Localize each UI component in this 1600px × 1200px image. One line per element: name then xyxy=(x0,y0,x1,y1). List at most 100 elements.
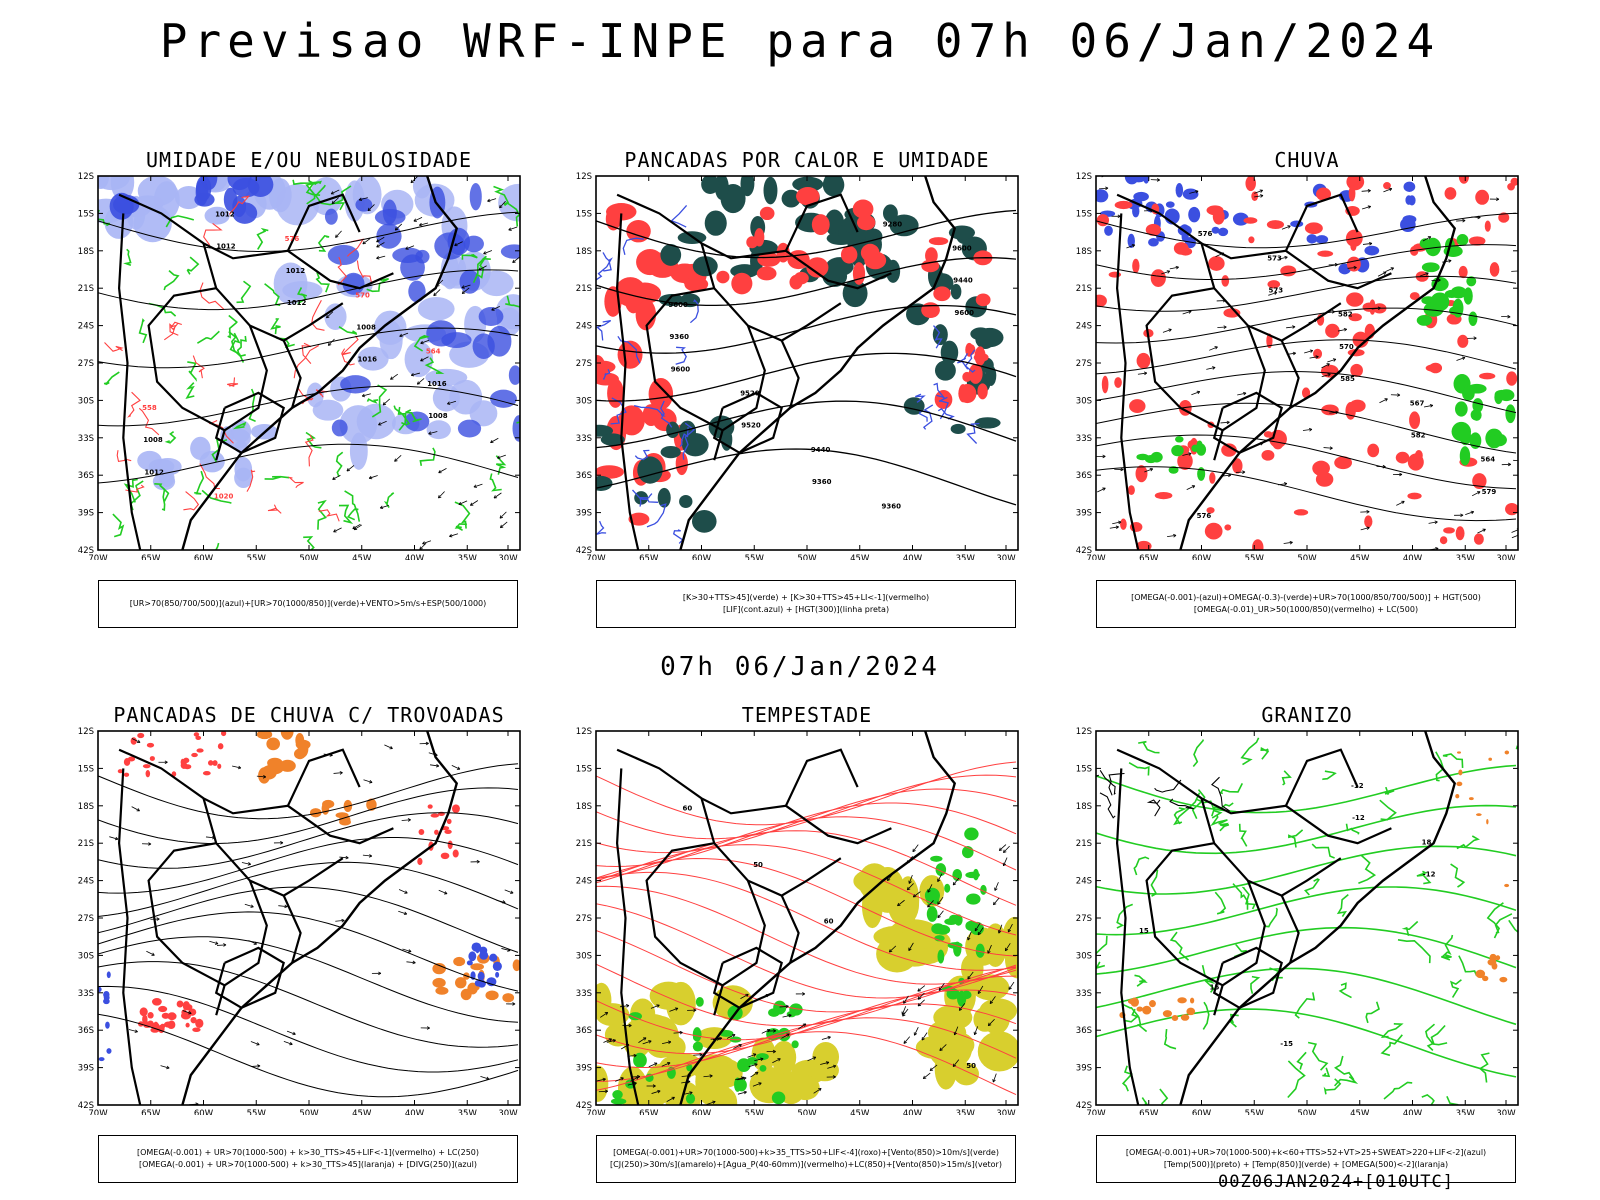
contour-label: 558 xyxy=(142,404,157,412)
contour-label: 9600 xyxy=(671,365,691,373)
lat-tick-label: 27S xyxy=(576,359,592,369)
lon-tick-label: 35W xyxy=(458,1109,478,1115)
contour-label: 570 xyxy=(355,291,370,299)
panel-legend: [OMEGA(-0.001) + UR>70(1000-500) + k>30_… xyxy=(98,1135,518,1183)
lat-tick-label: 39S xyxy=(78,1064,94,1074)
panel-title: PANCADAS POR CALOR E UMIDADE xyxy=(624,148,990,172)
contour-label: 18 xyxy=(1422,839,1432,847)
contour-label: 1020 xyxy=(214,493,234,501)
forecast-map: 50 60 50 60 12S 15S 18S 21S 24S 27S 30S 33S 36S 39S 42… xyxy=(576,727,1019,1115)
contour-label: 1012 xyxy=(216,243,236,251)
lon-tick-label: 60W xyxy=(692,554,712,560)
contour-label: 9520 xyxy=(740,390,760,398)
lat-tick-label: 30S xyxy=(576,951,592,961)
lon-tick-label: 40W xyxy=(903,554,923,560)
panel-title: UMIDADE E/OU NEBULOSIDADE xyxy=(145,148,473,172)
lat-tick-label: 18S xyxy=(1076,247,1092,257)
lon-tick-label: 60W xyxy=(1192,554,1212,560)
lon-tick-label: 50W xyxy=(1297,1109,1317,1115)
lat-tick-label: 42S xyxy=(576,1101,592,1111)
lat-tick-label: 12S xyxy=(576,172,592,182)
lon-tick-label: 50W xyxy=(797,554,817,560)
legend-line: [OMEGA(-0.001) + UR>70(1000-500) + k>30_… xyxy=(138,1160,478,1169)
lat-tick-label: 33S xyxy=(78,989,94,999)
contour-label: 9440 xyxy=(811,446,831,454)
contour-label: 60 xyxy=(683,805,693,813)
contour-label: 15 xyxy=(1139,927,1149,935)
contour-label: 579 xyxy=(1482,488,1497,496)
lon-tick-label: 70W xyxy=(1086,554,1106,560)
lon-tick-label: 45W xyxy=(1350,554,1370,560)
lat-tick-label: 36S xyxy=(78,1026,94,1036)
contour-label: 1012 xyxy=(144,468,164,476)
lon-tick-label: 65W xyxy=(141,1109,161,1115)
contour-label: 60 xyxy=(824,917,834,925)
contour-label: 564 xyxy=(426,348,441,356)
contour-label: 582 xyxy=(1338,311,1353,319)
lat-tick-label: 18S xyxy=(576,247,592,257)
lon-tick-label: 55W xyxy=(745,1109,765,1115)
lon-tick-label: 30W xyxy=(498,1109,518,1115)
contour-label: 9440 xyxy=(953,277,973,285)
contour-label: 9600 xyxy=(952,245,972,253)
panel-title: TEMPESTADE xyxy=(741,703,873,727)
lat-tick-label: 24S xyxy=(1076,877,1092,887)
lat-tick-label: 33S xyxy=(1076,434,1092,444)
lat-tick-label: 18S xyxy=(1076,802,1092,812)
lat-tick-label: 42S xyxy=(78,1101,94,1111)
legend-line: [CJ(250)>30m/s](amarelo)+[Agua_P(40-60mm… xyxy=(610,1160,1002,1169)
contour-label: 1016 xyxy=(358,356,378,364)
lat-tick-label: 39S xyxy=(576,509,592,519)
lat-tick-label: 36S xyxy=(1076,1026,1092,1036)
lat-tick-label: 18S xyxy=(78,802,94,812)
legend-line: [LIF](cont.azul) + [HGT(300)](linha pret… xyxy=(722,605,890,614)
lon-tick-label: 30W xyxy=(1496,554,1516,560)
contour-label: 9520 xyxy=(741,422,761,430)
lat-tick-label: 21S xyxy=(78,284,94,294)
legend-line: [OMEGA(-0.001) + UR>70(1000-500) + k>30_… xyxy=(136,1148,480,1157)
lon-tick-label: 70W xyxy=(586,554,606,560)
legend-line: [UR>70(850/700/500)](azul)+[UR>70(1000/8… xyxy=(129,599,487,608)
lon-tick-label: 65W xyxy=(639,554,659,560)
contour-label: 9360 xyxy=(882,502,902,510)
contour-label: 9600 xyxy=(955,309,975,317)
lat-tick-label: 36S xyxy=(1076,471,1092,481)
panel-legend: [OMEGA(-0.001)+UR>70(1000-500)+k<60+TTS>… xyxy=(1096,1135,1516,1183)
contour-label: 15 xyxy=(1210,983,1220,991)
lon-tick-label: 55W xyxy=(1245,554,1265,560)
lon-tick-label: 55W xyxy=(1245,1109,1265,1115)
lat-tick-label: 36S xyxy=(78,471,94,481)
contour-label: 1008 xyxy=(428,412,448,420)
lat-tick-label: 33S xyxy=(78,434,94,444)
lon-tick-label: 30W xyxy=(996,554,1016,560)
lon-tick-label: 70W xyxy=(586,1109,606,1115)
panel-legend: [OMEGA(-0.001)+UR>70(1000-500)+k>35_TTS>… xyxy=(596,1135,1016,1183)
lon-tick-label: 45W xyxy=(850,1109,870,1115)
lat-tick-label: 15S xyxy=(1076,209,1092,219)
panel-5: GRANIZO -12 -12 15 15 -15 -12 18 12S 15S 18S 21S 24S… xyxy=(1066,703,1566,1183)
panel-legend: [OMEGA(-0.001)-(azul)+OMEGA(-0.3)-(verde… xyxy=(1096,580,1516,628)
lon-tick-label: 60W xyxy=(1192,1109,1212,1115)
contour-label: 576 xyxy=(1197,512,1212,520)
lat-tick-label: 21S xyxy=(1076,284,1092,294)
lat-tick-label: 15S xyxy=(78,209,94,219)
forecast-map: 9600 9600 9520 9360 9280 9440 9360 9520 9440 9360… xyxy=(576,172,1019,560)
legend-line: [OMEGA(-0.001)-(azul)+OMEGA(-0.3)-(verde… xyxy=(1131,593,1481,602)
lat-tick-label: 30S xyxy=(78,396,94,406)
lat-tick-label: 15S xyxy=(576,764,592,774)
contour-label: 576 xyxy=(1198,230,1213,238)
lat-tick-label: 18S xyxy=(78,247,94,257)
forecast-map: 585 582 579 576 573 570 567 564 576 573 582 12S 15S 1… xyxy=(1076,172,1519,560)
lon-tick-label: 50W xyxy=(299,1109,319,1115)
lon-tick-label: 50W xyxy=(1297,554,1317,560)
lon-tick-label: 30W xyxy=(1496,1109,1516,1115)
lat-tick-label: 15S xyxy=(576,209,592,219)
lon-tick-label: 40W xyxy=(1403,554,1423,560)
lon-tick-label: 70W xyxy=(88,554,108,560)
lon-tick-label: 65W xyxy=(141,554,161,560)
lat-tick-label: 42S xyxy=(1076,546,1092,556)
panel-title: PANCADAS DE CHUVA C/ TROVOADAS xyxy=(113,703,505,727)
main-title: Previsao WRF-INPE para 07h 06/Jan/2024 xyxy=(159,14,1441,68)
contour-label: 1012 xyxy=(287,299,307,307)
